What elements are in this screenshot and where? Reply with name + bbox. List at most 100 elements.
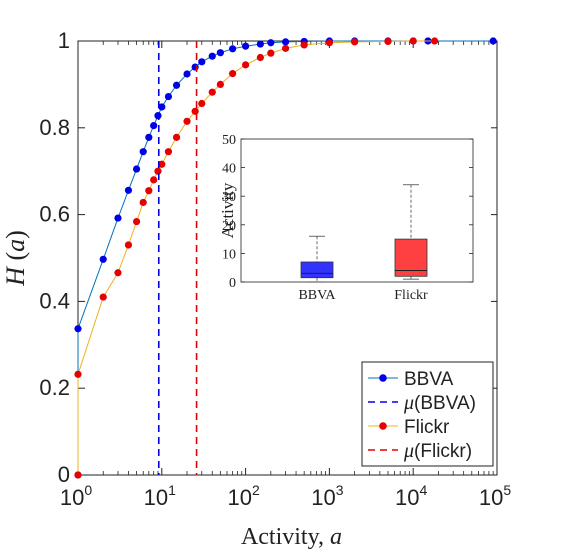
x-tick-label-base: 10 (311, 485, 335, 510)
data-point-flickr (154, 167, 162, 175)
legend-label: BBVA (404, 369, 454, 390)
data-point-bbva (139, 148, 147, 156)
x-tick-label-exp: 5 (503, 482, 511, 498)
data-point-flickr (256, 53, 264, 62)
inset-y-axis-label: Activity (218, 182, 237, 238)
main-chart: 100 101 102 103 104 10500.20.40.60.81Activity… (1, 28, 511, 550)
data-point-bbva (99, 255, 107, 263)
legend-label: μ(BBVA) (403, 392, 476, 414)
data-point-flickr (191, 107, 199, 115)
data-point-bbva (172, 81, 181, 89)
box-bbva: BBVA (298, 235, 336, 303)
series-flickr (74, 37, 439, 479)
inset-y-tick-label: 40 (222, 162, 236, 177)
inset-y-tick-label: 30 (222, 190, 236, 205)
data-point-flickr (132, 217, 141, 226)
x-tick-label: 105 (479, 482, 511, 510)
y-axis-label-arg: a (1, 239, 30, 252)
data-point-bbva (281, 38, 290, 46)
data-point-bbva (242, 42, 250, 50)
data-point-flickr (164, 148, 173, 156)
x-tick-label-base: 10 (395, 485, 419, 510)
x-axis-label-text: Activity, (241, 524, 330, 550)
legend-marker (379, 374, 387, 382)
data-point-bbva (150, 122, 158, 130)
y-tick-label: 1 (58, 28, 70, 53)
data-point-flickr (99, 293, 107, 301)
inset-y-tick-label: 0 (229, 276, 236, 291)
data-point-bbva (124, 186, 133, 194)
data-point-flickr (325, 39, 333, 47)
data-point-flickr (74, 370, 82, 378)
data-point-bbva (158, 103, 166, 111)
data-point-flickr (150, 176, 158, 184)
data-point-flickr (267, 49, 275, 57)
x-tick-label-exp: 2 (252, 482, 260, 498)
x-tick-label-exp: 0 (84, 482, 92, 498)
y-axis-label-open: ( (1, 252, 30, 267)
data-point-flickr (430, 37, 439, 45)
data-point-flickr (281, 44, 290, 52)
legend-marker (379, 422, 387, 430)
inset-boxplot: 0 10 20 30 40 50 Activity BBVA Flickr (218, 125, 491, 314)
data-point-flickr (198, 99, 206, 108)
x-tick-label: 100 (60, 482, 92, 510)
legend-item: μ(Flickr) (368, 440, 472, 462)
legend-label-rest: (Flickr) (414, 441, 472, 462)
x-tick-label-exp: 1 (168, 482, 176, 498)
inset-background (235, 125, 491, 314)
data-point-bbva (256, 40, 264, 48)
y-tick-label: 0.2 (39, 375, 70, 400)
legend-label-mu: μ (403, 392, 414, 414)
data-point-flickr (384, 37, 392, 46)
data-point-flickr (74, 471, 82, 479)
x-tick-label-base: 10 (479, 485, 503, 510)
inset-y-tick-label: 10 (222, 247, 236, 262)
data-point-bbva (267, 39, 275, 47)
x-tick-label-base: 10 (60, 485, 84, 510)
x-tick-label-exp: 4 (420, 482, 428, 498)
data-point-bbva (145, 133, 153, 141)
data-point-flickr (124, 241, 133, 249)
y-tick-label: 0 (58, 462, 70, 487)
data-point-flickr (145, 187, 153, 195)
x-tick-label: 103 (311, 482, 343, 510)
y-axis-label: H (a) (1, 230, 30, 287)
series-line-bbva (77, 40, 494, 475)
x-tick-label-base: 10 (144, 485, 168, 510)
data-point-flickr (158, 160, 166, 168)
data-point-flickr (409, 37, 417, 45)
data-point-flickr (172, 133, 181, 141)
inset-y-tick-label: 20 (222, 219, 236, 234)
y-axis-label-close: ) (1, 230, 30, 239)
y-tick-label: 0.4 (39, 288, 70, 313)
legend-label: Flickr (404, 417, 450, 438)
inset-x-tick-label: Flickr (394, 288, 428, 303)
data-point-bbva (74, 325, 82, 333)
x-axis-label-var: a (330, 524, 342, 550)
x-tick-label-exp: 3 (336, 482, 344, 498)
y-axis-label-var: H (1, 266, 30, 287)
data-point-flickr (139, 198, 147, 207)
legend-item: Flickr (368, 417, 450, 438)
data-point-bbva (132, 165, 141, 173)
inset-frame (240, 138, 474, 283)
data-point-flickr (183, 117, 191, 125)
legend-item: μ(BBVA) (368, 392, 476, 414)
data-point-bbva (198, 58, 206, 66)
box-body (300, 261, 334, 279)
inset-y-tick-label: 50 (222, 133, 236, 148)
x-tick-label: 101 (144, 482, 176, 510)
data-point-flickr (229, 69, 237, 78)
legend-label-rest: (BBVA) (414, 393, 476, 414)
data-point-bbva (229, 45, 237, 53)
box-flickr: Flickr (394, 184, 428, 303)
data-point-flickr (114, 269, 122, 277)
x-axis-label: Activity, a (241, 524, 342, 550)
data-point-flickr (242, 61, 250, 69)
x-tick-label: 104 (395, 482, 427, 510)
data-point-flickr (300, 41, 308, 49)
legend-label: μ(Flickr) (403, 440, 472, 462)
x-tick-label-base: 10 (227, 485, 251, 510)
